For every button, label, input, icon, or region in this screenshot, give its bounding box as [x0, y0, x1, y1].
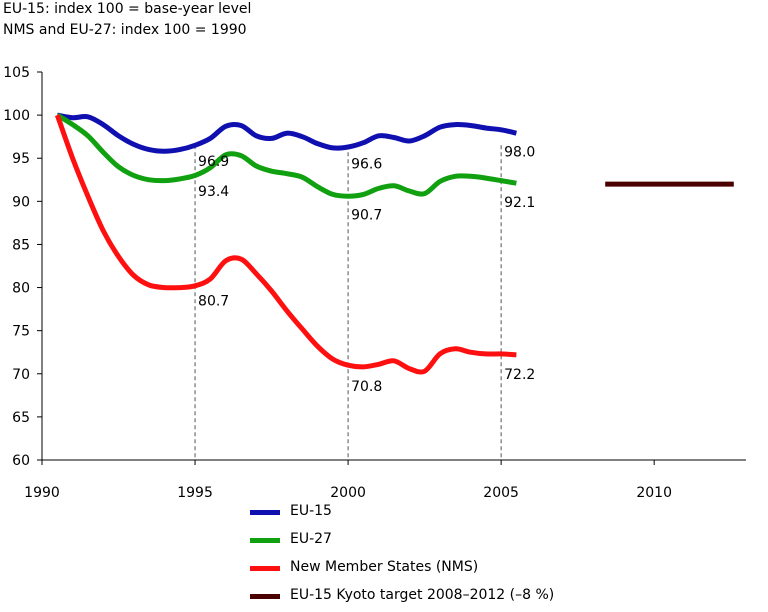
y-tick-label-75: 75 — [12, 324, 30, 340]
data-label-eu-27-1995: 93.4 — [198, 184, 229, 200]
y-tick-label-60: 60 — [12, 453, 30, 469]
chart-note-1990-index: NMS and EU-27: index 100 = 1990 — [3, 22, 247, 38]
data-label-new-member-states-nms-2005: 72.2 — [504, 367, 535, 383]
x-tick-label-1995: 1995 — [177, 485, 213, 500]
legend-label-eu27: EU-27 — [290, 531, 332, 547]
y-tick-label-100: 100 — [3, 108, 30, 124]
legend-swatch-kyoto-target — [250, 594, 280, 599]
y-tick-label-70: 70 — [12, 367, 30, 383]
legend-swatch-nms — [250, 566, 280, 571]
series-line-new-member-states-nms — [54, 114, 517, 375]
x-tick-label-1990: 1990 — [24, 485, 60, 500]
data-label-eu-27-2005: 92.1 — [504, 195, 535, 211]
data-label-eu-15-2000: 96.6 — [351, 156, 382, 172]
data-labels: 96.9 96.6 98.0 93.4 90.7 92.1 80.7 70.8 72.2 — [198, 144, 535, 395]
legend-item-eu15: EU-15 — [250, 500, 670, 528]
legend-label-kyoto-target: EU-15 Kyoto target 2008–2012 (–8 %) — [290, 587, 555, 603]
data-label-eu-27-2000: 90.7 — [351, 207, 382, 223]
series-line-eu-27 — [55, 112, 517, 199]
x-tick-label-2010: 2010 — [636, 485, 672, 500]
y-tick-label-95: 95 — [12, 151, 30, 167]
legend-item-eu27: EU-27 — [250, 528, 670, 556]
legend-label-nms: New Member States (NMS) — [290, 559, 479, 575]
legend-label-eu15: EU-15 — [290, 503, 332, 519]
data-label-eu-15-1995: 96.9 — [198, 154, 229, 170]
y-tick-label-80: 80 — [12, 281, 30, 297]
data-label-new-member-states-nms-2000: 70.8 — [351, 379, 382, 395]
legend-item-nms: New Member States (NMS) — [250, 556, 670, 584]
guide-lines — [194, 145, 502, 460]
x-tick-label-2005: 2005 — [483, 485, 519, 500]
series-line-eu-15 — [56, 112, 517, 154]
data-label-eu-15-2005: 98.0 — [504, 144, 535, 160]
y-tick-label-90: 90 — [12, 194, 30, 210]
y-tick-label-85: 85 — [12, 237, 30, 253]
y-tick-label-105: 105 — [3, 65, 30, 81]
series-lines — [54, 112, 734, 375]
legend-swatch-eu15 — [250, 510, 280, 515]
data-label-new-member-states-nms-1995: 80.7 — [198, 294, 229, 310]
y-tick-label-65: 65 — [12, 410, 30, 426]
line-chart: 60 65 70 75 80 85 90 95 100 105 1990 1995 2000 2005 20… — [3, 65, 746, 500]
chart-note-base-year: EU-15: index 100 = base-year level — [3, 1, 252, 17]
legend-item-kyoto-target: EU-15 Kyoto target 2008–2012 (–8 %) — [250, 584, 670, 612]
chart-legend: EU-15 EU-27 New Member States (NMS) EU-1… — [250, 500, 670, 612]
x-tick-label-2000: 2000 — [330, 485, 366, 500]
legend-swatch-eu27 — [250, 538, 280, 543]
axes: 60 65 70 75 80 85 90 95 100 105 1990 1995 2000 2005 20… — [3, 65, 746, 500]
